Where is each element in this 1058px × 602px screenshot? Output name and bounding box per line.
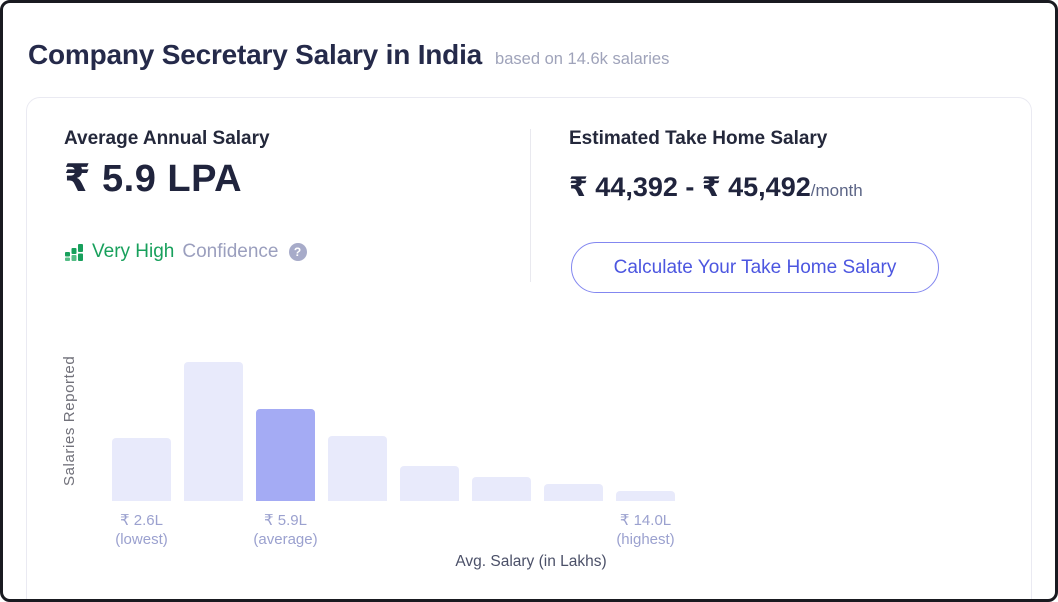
confidence-level: Very High bbox=[92, 241, 175, 262]
take-home-salary-range: ₹ 44,392 - ₹ 45,492/month bbox=[569, 172, 863, 203]
average-annual-salary-value: ₹ 5.9 LPA bbox=[64, 158, 243, 200]
confidence-label: Confidence bbox=[182, 241, 279, 262]
x-axis-label: Avg. Salary (in Lakhs) bbox=[455, 553, 607, 570]
help-question-icon[interactable]: ? bbox=[288, 243, 307, 261]
chart-bar-6[interactable] bbox=[472, 477, 531, 501]
chart-bar-3-highlighted[interactable] bbox=[256, 409, 315, 501]
chart-bar-5[interactable] bbox=[400, 466, 459, 501]
bar-tick-label: ₹ 14.0L (highest) bbox=[616, 512, 675, 548]
confidence-row: Very High Confidence ? bbox=[64, 241, 307, 263]
bar-tick-label: ₹ 2.6L (lowest) bbox=[115, 512, 168, 548]
chart-bar-2[interactable] bbox=[184, 362, 243, 501]
salary-distribution-chart bbox=[112, 362, 675, 501]
chart-bar-1[interactable] bbox=[112, 438, 171, 501]
average-annual-salary-heading: Average Annual Salary bbox=[64, 128, 270, 149]
y-axis-label: Salaries Reported bbox=[61, 355, 78, 487]
bar-tick-label: ₹ 5.9L (average) bbox=[253, 512, 318, 548]
confidence-bars-icon bbox=[64, 242, 84, 262]
chart-bar-8[interactable] bbox=[616, 491, 675, 501]
vertical-divider bbox=[530, 129, 531, 282]
salary-summary-card: Average Annual Salary ₹ 5.9 LPA Very Hig… bbox=[26, 97, 1032, 599]
page-header: Company Secretary Salary in India based … bbox=[28, 3, 669, 71]
page-title: Company Secretary Salary in India bbox=[28, 39, 483, 70]
chart-bar-4[interactable] bbox=[328, 436, 387, 501]
take-home-salary-heading: Estimated Take Home Salary bbox=[569, 128, 828, 149]
page-subtitle: based on 14.6k salaries bbox=[495, 50, 670, 68]
take-home-period: /month bbox=[810, 181, 863, 200]
calculate-take-home-button[interactable]: Calculate Your Take Home Salary bbox=[571, 242, 939, 293]
chart-bar-7[interactable] bbox=[544, 484, 603, 501]
take-home-range-value: ₹ 44,392 - ₹ 45,492 bbox=[569, 172, 811, 202]
